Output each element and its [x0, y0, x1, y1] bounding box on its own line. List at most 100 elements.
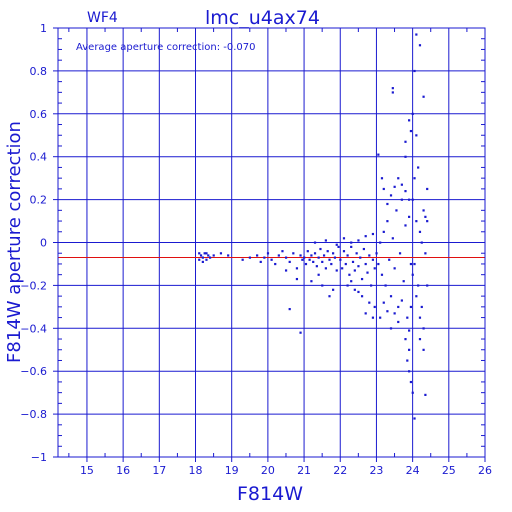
- data-point: [350, 245, 353, 248]
- y-axis-label: F814W aperture correction: [4, 121, 25, 363]
- data-point: [415, 220, 418, 223]
- data-point: [312, 260, 315, 264]
- data-point: [400, 198, 403, 201]
- data-point: [386, 310, 389, 313]
- data-point: [357, 239, 360, 242]
- data-point: [219, 252, 223, 255]
- data-point: [357, 290, 360, 294]
- data-point: [270, 258, 273, 261]
- data-point: [389, 194, 393, 197]
- data-point: [321, 284, 324, 287]
- data-point: [388, 258, 391, 261]
- data-point: [408, 370, 411, 373]
- data-point: [319, 247, 322, 251]
- y-tick-label: −0.4: [20, 322, 47, 335]
- data-point: [413, 262, 416, 266]
- data-point: [382, 187, 385, 191]
- data-point: [288, 307, 291, 311]
- data-point: [400, 299, 403, 302]
- data-point: [379, 316, 382, 319]
- data-point: [284, 269, 288, 272]
- data-point: [360, 295, 364, 298]
- data-point: [288, 260, 291, 264]
- y-tick-label: 0.2: [30, 194, 48, 207]
- y-tick-label: 0: [40, 237, 47, 250]
- data-point: [364, 262, 367, 266]
- x-tick-label: 21: [297, 464, 311, 477]
- data-point: [322, 254, 326, 257]
- data-point: [295, 277, 299, 281]
- data-point: [198, 252, 201, 255]
- data-point: [364, 235, 367, 238]
- data-point: [321, 260, 324, 264]
- data-point: [353, 269, 356, 272]
- data-point: [359, 256, 362, 259]
- data-point: [418, 44, 422, 47]
- data-point: [373, 305, 376, 309]
- data-point: [248, 256, 251, 259]
- data-point: [328, 295, 331, 298]
- data-point: [355, 252, 358, 255]
- data-point: [393, 267, 396, 270]
- data-point: [342, 250, 346, 253]
- data-point: [310, 280, 313, 283]
- y-tick-label: −0.2: [20, 279, 47, 292]
- data-point: [299, 254, 302, 257]
- data-point: [227, 254, 230, 257]
- data-point: [335, 269, 338, 272]
- data-point: [409, 380, 413, 384]
- data-point: [198, 258, 201, 261]
- panel-label: WF4: [87, 10, 118, 26]
- data-point: [411, 391, 414, 394]
- x-tick-label: 26: [478, 464, 492, 477]
- x-tick-label: 20: [261, 464, 275, 477]
- data-point: [306, 250, 309, 253]
- data-point: [274, 262, 277, 266]
- data-point: [259, 260, 262, 264]
- data-point: [380, 177, 384, 180]
- data-point: [402, 280, 405, 283]
- data-point: [339, 258, 342, 261]
- x-axis-ticks: 15 16 17 18 19 20 21 22 23 24 25 26: [68, 28, 492, 477]
- data-point: [360, 277, 364, 281]
- data-point: [382, 301, 385, 304]
- data-point: [422, 327, 425, 330]
- data-point: [337, 245, 340, 248]
- data-point: [415, 33, 418, 36]
- data-point: [389, 327, 393, 330]
- data-point: [408, 119, 411, 122]
- data-point: [391, 91, 394, 94]
- data-point: [317, 256, 320, 259]
- data-point: [408, 348, 411, 351]
- data-point: [353, 288, 356, 291]
- data-point: [328, 258, 331, 261]
- data-point: [201, 260, 204, 264]
- data-point: [420, 241, 423, 244]
- data-point: [281, 250, 284, 253]
- data-point: [303, 256, 306, 259]
- data-point: [371, 258, 375, 261]
- data-point: [346, 254, 349, 257]
- data-point: [333, 256, 337, 259]
- data-point: [404, 190, 407, 193]
- data-point: [335, 243, 338, 246]
- data-point: [212, 254, 215, 257]
- data-point: [203, 252, 206, 255]
- data-point: [317, 273, 320, 276]
- data-point: [310, 254, 313, 257]
- data-point: [256, 254, 259, 257]
- y-tick-label: 0.6: [30, 108, 48, 121]
- data-point: [413, 177, 416, 180]
- data-point: [404, 155, 407, 158]
- data-point: [341, 267, 344, 270]
- x-tick-label: 19: [225, 464, 239, 477]
- data-point: [377, 262, 380, 266]
- data-point: [400, 183, 403, 186]
- data-point: [422, 209, 425, 212]
- data-point: [411, 273, 414, 276]
- data-point: [368, 301, 371, 304]
- data-point: [413, 69, 416, 73]
- x-tick-label: 15: [80, 464, 94, 477]
- y-tick-label: 1: [40, 22, 47, 35]
